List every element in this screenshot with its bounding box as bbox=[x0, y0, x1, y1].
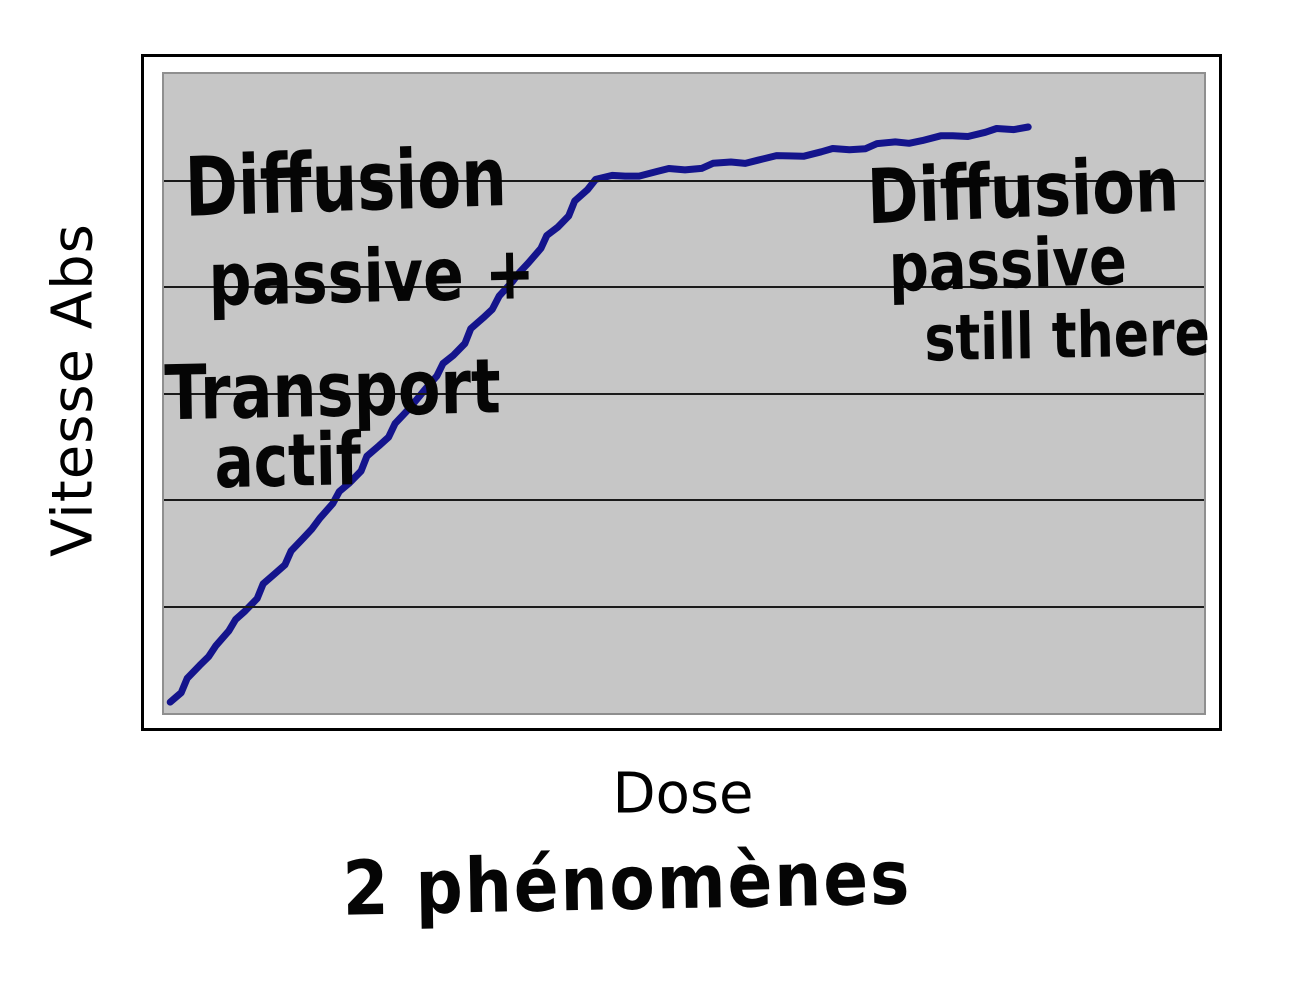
absorption-curve-svg bbox=[166, 123, 1032, 706]
gridline bbox=[164, 499, 1204, 501]
x-axis-title: Dose bbox=[612, 761, 754, 827]
y-axis-title: Vitesse Abs bbox=[40, 223, 106, 557]
chart-frame bbox=[141, 54, 1222, 731]
annotation-left-diffusion: Diffusion bbox=[183, 130, 508, 237]
plot-area bbox=[162, 72, 1206, 715]
gridline bbox=[164, 392, 1204, 395]
gridline bbox=[164, 179, 1204, 182]
caption-2-phenomenes: 2 phénomènes bbox=[341, 833, 912, 933]
annotation-left-actif: actif bbox=[213, 416, 362, 505]
absorption-curve-line bbox=[166, 123, 1032, 706]
annotation-right-passive: passive bbox=[887, 222, 1128, 308]
gridline bbox=[164, 605, 1204, 608]
annotation-left-passive-plus: passive + bbox=[207, 230, 536, 324]
annotation-right-diffusion: Diffusion bbox=[865, 139, 1181, 242]
gridline bbox=[164, 286, 1204, 288]
annotation-right-still-there: still there bbox=[923, 297, 1211, 377]
